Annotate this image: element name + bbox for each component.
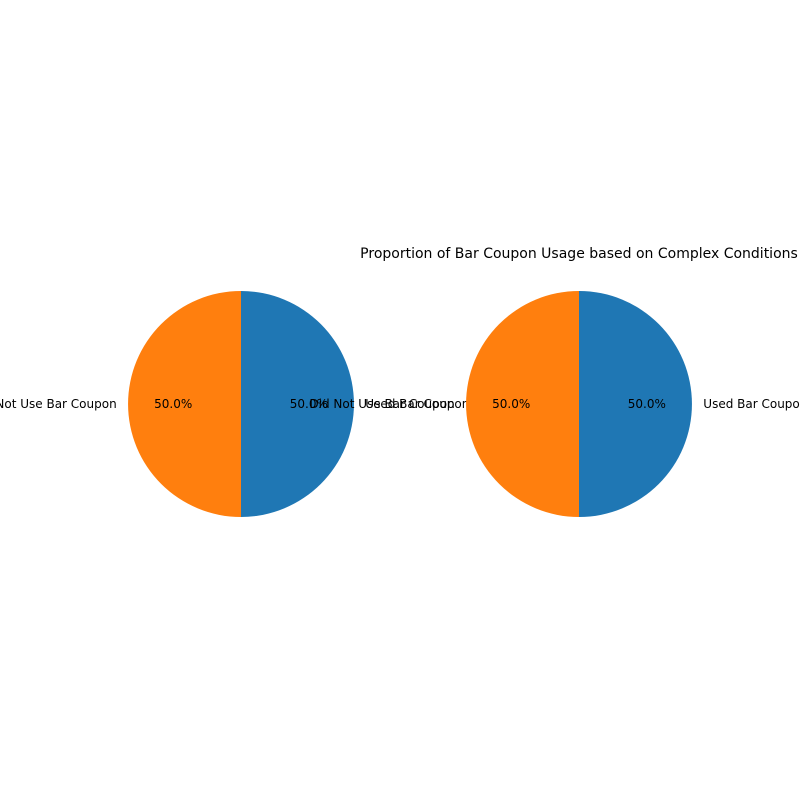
pie-2-percent-did-not-use-bar-coupon: 50.0% [492,397,530,411]
pie-2-label-used-bar-coupon: Used Bar Coupon [703,397,800,411]
pie-2-percent-used-bar-coupon: 50.0% [628,397,666,411]
chart-title: Proportion of Bar Coupon Usage based on … [360,246,798,262]
pie-1-label-did-not-use-bar-coupon: Did Not Use Bar Coupon [0,397,117,411]
pie-2-label-did-not-use-bar-coupon: Did Not Use Bar Coupon [309,397,454,411]
pie-1-percent-did-not-use-bar-coupon: 50.0% [154,397,192,411]
